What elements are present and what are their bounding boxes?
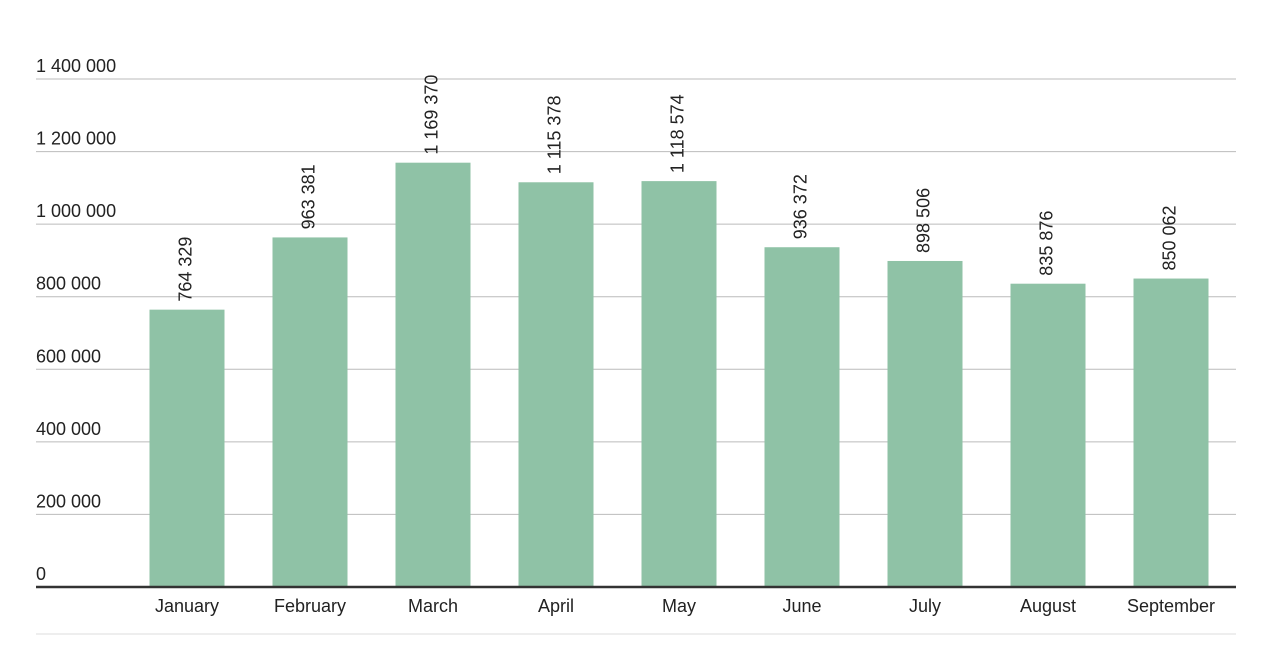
bar xyxy=(1010,283,1086,587)
bar xyxy=(518,182,594,587)
bar xyxy=(764,247,840,588)
x-tick-label: March xyxy=(408,596,458,616)
x-tick-label: September xyxy=(1127,596,1215,616)
bar xyxy=(1133,278,1209,587)
bar xyxy=(887,260,963,587)
x-tick-label: July xyxy=(909,596,941,616)
x-tick-label: June xyxy=(782,596,821,616)
y-tick-label: 200 000 xyxy=(36,491,101,511)
x-tick-label: August xyxy=(1020,596,1076,616)
value-label: 1 115 378 xyxy=(545,96,565,175)
y-tick-label: 800 000 xyxy=(36,274,101,294)
value-label: 898 506 xyxy=(914,188,934,253)
value-label: 963 381 xyxy=(299,164,319,229)
bar xyxy=(272,237,348,587)
value-label: 1 118 574 xyxy=(668,94,688,173)
value-label: 850 062 xyxy=(1160,205,1180,270)
value-label: 936 372 xyxy=(791,174,811,239)
y-tick-label: 1 400 000 xyxy=(36,56,116,76)
bar xyxy=(641,181,717,587)
value-label: 1 169 370 xyxy=(422,75,442,155)
y-tick-label: 0 xyxy=(36,564,46,584)
y-tick-label: 400 000 xyxy=(36,419,101,439)
x-tick-label: January xyxy=(155,596,219,616)
bar xyxy=(395,162,471,588)
value-label: 835 876 xyxy=(1037,211,1057,276)
x-tick-label: February xyxy=(274,596,346,616)
value-label: 764 329 xyxy=(176,237,196,302)
x-tick-label: April xyxy=(538,596,574,616)
y-tick-label: 600 000 xyxy=(36,346,101,366)
bar xyxy=(149,309,225,587)
y-tick-label: 1 000 000 xyxy=(36,201,116,221)
y-tick-label: 1 200 000 xyxy=(36,129,116,149)
x-tick-label: May xyxy=(662,596,696,616)
